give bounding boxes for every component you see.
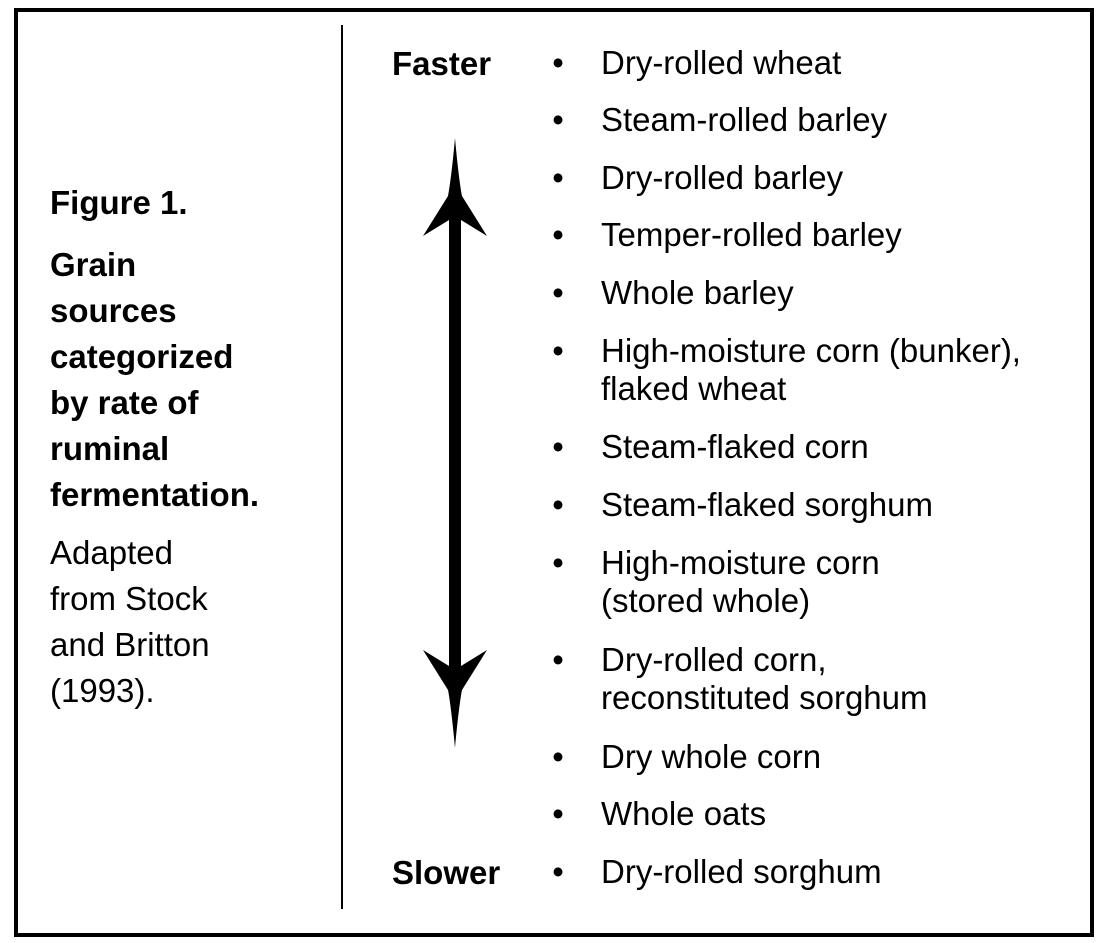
grain-name-cont: (stored whole) (601, 582, 811, 619)
bullet-icon: • (552, 795, 564, 832)
slower-label: Slower (392, 854, 501, 891)
grain-name: Temper-rolled barley (601, 216, 902, 253)
bullet-icon: • (552, 853, 564, 890)
figure-label: Figure 1. (50, 184, 188, 221)
figure-source: Adapted from Stock and Britton (1993). (50, 530, 330, 714)
column-divider (341, 25, 343, 909)
bullet-icon: • (552, 274, 564, 311)
source-line: from Stock (50, 580, 208, 617)
bullet-icon: • (552, 159, 564, 196)
grain-name: Dry-rolled sorghum (601, 853, 882, 890)
grain-name: Whole barley (601, 274, 794, 311)
bullet-icon: • (552, 44, 564, 81)
bullet-icon: • (552, 216, 564, 253)
grain-name: Dry-rolled barley (601, 159, 844, 196)
source-line: (1993). (50, 672, 155, 709)
grain-name: Dry-rolled corn, (601, 641, 827, 678)
figure-title: Grain sources categorized by rate of rum… (50, 242, 330, 518)
bullet-icon: • (552, 641, 564, 678)
grain-name-cont: flaked wheat (601, 370, 787, 407)
title-line: ruminal (50, 430, 170, 467)
title-line: sources (50, 292, 177, 329)
grain-name: Steam-flaked corn (601, 428, 869, 465)
grain-name: Steam-rolled barley (601, 101, 888, 138)
grain-name: Steam-flaked sorghum (601, 486, 933, 523)
grain-name-cont: reconstituted sorghum (601, 679, 928, 716)
grain-name: Dry whole corn (601, 738, 822, 775)
bullet-icon: • (552, 101, 564, 138)
figure-frame (14, 8, 1094, 937)
source-line: Adapted (50, 534, 173, 571)
grain-name: Whole oats (601, 795, 767, 832)
grain-name: Dry-rolled wheat (601, 44, 842, 81)
title-line: fermentation. (50, 476, 260, 513)
faster-label: Faster (392, 45, 492, 82)
double-arrow-icon (423, 138, 487, 748)
title-line: by rate of (50, 384, 199, 421)
bullet-icon: • (552, 428, 564, 465)
grain-name: High-moisture corn (601, 544, 880, 581)
title-line: categorized (50, 338, 234, 375)
bullet-icon: • (552, 332, 564, 369)
bullet-icon: • (552, 544, 564, 581)
bullet-icon: • (552, 486, 564, 523)
grain-name: High-moisture corn (bunker), (601, 332, 1021, 369)
figure-caption: Figure 1. Grain sources categorized by r… (50, 180, 330, 714)
source-line: and Britton (50, 626, 210, 663)
title-line: Grain (50, 246, 137, 283)
bullet-icon: • (552, 738, 564, 775)
